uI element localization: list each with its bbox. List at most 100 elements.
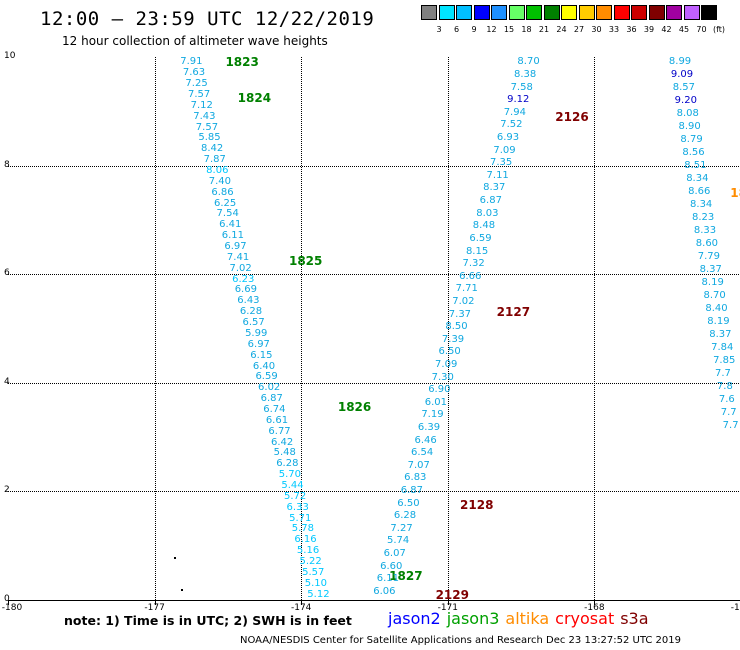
x-tick-label: -168: [584, 603, 605, 613]
legend-entry-jason2: jason2: [388, 609, 441, 628]
wave-height-sample: 7.37: [448, 308, 472, 320]
legend-entry-cryosat: cryosat: [555, 609, 615, 628]
wave-height-sample: 6.87: [260, 393, 283, 405]
wave-height-sample: 6.54: [411, 447, 434, 459]
wave-height-sample: 5.22: [299, 555, 322, 567]
pass-time-label: 2127: [496, 305, 531, 320]
scale-swatch: [666, 5, 682, 20]
wave-height-sample: 6.66: [459, 270, 482, 282]
wave-height-sample: 5.12: [307, 588, 330, 600]
wave-height-sample: 8.33: [693, 225, 717, 237]
wave-height-sample: 7.57: [195, 121, 219, 133]
wave-height-sample: 7.40: [208, 175, 232, 187]
wave-height-sample: 6.11: [376, 573, 399, 585]
wave-height-sample: 6.86: [211, 186, 234, 198]
wave-height-sample: 7.39: [441, 333, 465, 345]
wave-height-sample: 7.91: [180, 57, 203, 68]
legend-entry-altika: altika: [505, 609, 550, 628]
wave-height-sample: 5.85: [198, 132, 221, 144]
wave-height-sample: 7.57: [188, 89, 211, 100]
wave-height-sample: 7.85: [713, 355, 736, 367]
wave-height-sample: 6.61: [265, 414, 289, 426]
scale-label: 70: [696, 25, 707, 34]
wave-height-sample: 6.97: [247, 338, 270, 350]
wave-height-sample: 6.97: [224, 241, 247, 253]
wave-height-sample: 6.01: [424, 396, 448, 408]
wave-height-sample: 8.90: [678, 121, 701, 133]
y-tick-label: 6: [4, 268, 10, 279]
wave-height-sample: 7.11: [486, 169, 509, 181]
pass-time-label: 1825: [288, 253, 323, 268]
wave-height-sample: 9.20: [674, 95, 697, 107]
wave-height-sample: 7.43: [193, 110, 216, 122]
wave-height-sample: 7.84: [711, 342, 734, 354]
wave-height-sample: 7.25: [185, 78, 208, 90]
scale-swatch: [491, 5, 507, 20]
wave-height-sample: 6.28: [393, 510, 417, 522]
wave-height-sample: 6.15: [250, 349, 273, 361]
map-subtitle: 12 hour collection of altimeter wave hei…: [62, 34, 328, 48]
grid-line-horizontal: [8, 491, 740, 493]
wave-height-sample: 8.99: [668, 57, 692, 68]
x-tick: [8, 600, 9, 605]
pass-time-label: 2129: [435, 587, 469, 600]
scale-swatch: [543, 5, 560, 20]
wave-height-sample: 6.50: [397, 497, 420, 509]
wave-height-sample: 5.99: [245, 327, 268, 339]
wave-height-sample: 5.74: [387, 535, 410, 547]
scale-label: 24: [556, 25, 567, 34]
wave-height-sample: 6.41: [219, 219, 242, 231]
wave-height-sample: 7.54: [216, 208, 239, 220]
wave-height-sample: 7.71: [455, 283, 478, 295]
scale-label: 21: [538, 25, 550, 34]
grid-line-vertical: [447, 57, 449, 600]
map-dot: [181, 589, 184, 592]
wave-height-sample: 5.78: [291, 523, 314, 535]
y-tick-label: 0: [4, 594, 10, 604]
wave-height-sample: 5.10: [304, 577, 327, 589]
wave-height-sample: 5.71: [289, 512, 312, 524]
wave-height-sample: 8.70: [703, 290, 726, 302]
wave-height-sample: 8.23: [691, 212, 715, 224]
scale-swatch: [526, 5, 542, 20]
wave-height-sample: 8.37: [483, 182, 506, 194]
wave-height-sample: 8.70: [517, 57, 540, 68]
wave-height-sample: 6.69: [234, 284, 257, 296]
wave-height-sample: 8.15: [465, 245, 489, 257]
grid-line-horizontal: [8, 274, 740, 276]
scale-swatch: [683, 5, 700, 20]
x-tick: [301, 600, 303, 605]
scale-swatch: [578, 5, 595, 20]
wave-height-sample: 7.41: [226, 251, 250, 263]
wave-height-sample: 8.19: [701, 277, 724, 289]
grid-line-vertical: [594, 57, 596, 600]
wave-height-sample: 7.94: [503, 106, 526, 118]
x-axis-line: [8, 600, 740, 601]
units-note: note: 1) Time is in UTC; 2) SWH is in fe…: [64, 613, 352, 628]
wave-height-sample: 9.09: [670, 69, 694, 81]
map-title: 12:00 – 23:59 UTC 12/22/2019: [40, 8, 375, 30]
wave-height-sample: 7.30: [431, 371, 454, 383]
wave-height-sample: 7.7: [720, 407, 737, 419]
scale-swatch: [561, 5, 577, 20]
wave-height-sample: 6.87: [400, 485, 423, 496]
wave-height-sample: 7.19: [421, 409, 444, 421]
wave-height-sample: 6.59: [469, 232, 492, 244]
wave-height-sample: 8.50: [445, 321, 468, 333]
credit-footer: NOAA/NESDIS Center for Satellite Applica…: [240, 635, 682, 646]
wave-height-sample: 8.38: [513, 69, 537, 81]
wave-height-sample: 5.70: [278, 469, 302, 481]
wave-height-sample: 6.42: [271, 436, 294, 448]
scale-swatch: [438, 5, 455, 20]
scale-label: 6: [453, 25, 460, 34]
wave-height-sample: 6.93: [496, 132, 520, 144]
scale-swatch: [701, 5, 717, 20]
x-tick-label: -180: [1, 603, 23, 613]
scale-label: 45: [678, 25, 690, 34]
plot-area: 7.91 7.63 7.25 7.57 7.12 7.43 7.57 5.85 8.42 7.87…: [8, 57, 740, 600]
wave-height-sample: 6.25: [213, 197, 237, 209]
wave-height-sample: 8.56: [682, 147, 705, 159]
pass-time-label: 1826: [337, 400, 372, 415]
wave-height-sample: 6.60: [380, 560, 403, 572]
x-tick: [594, 600, 596, 605]
